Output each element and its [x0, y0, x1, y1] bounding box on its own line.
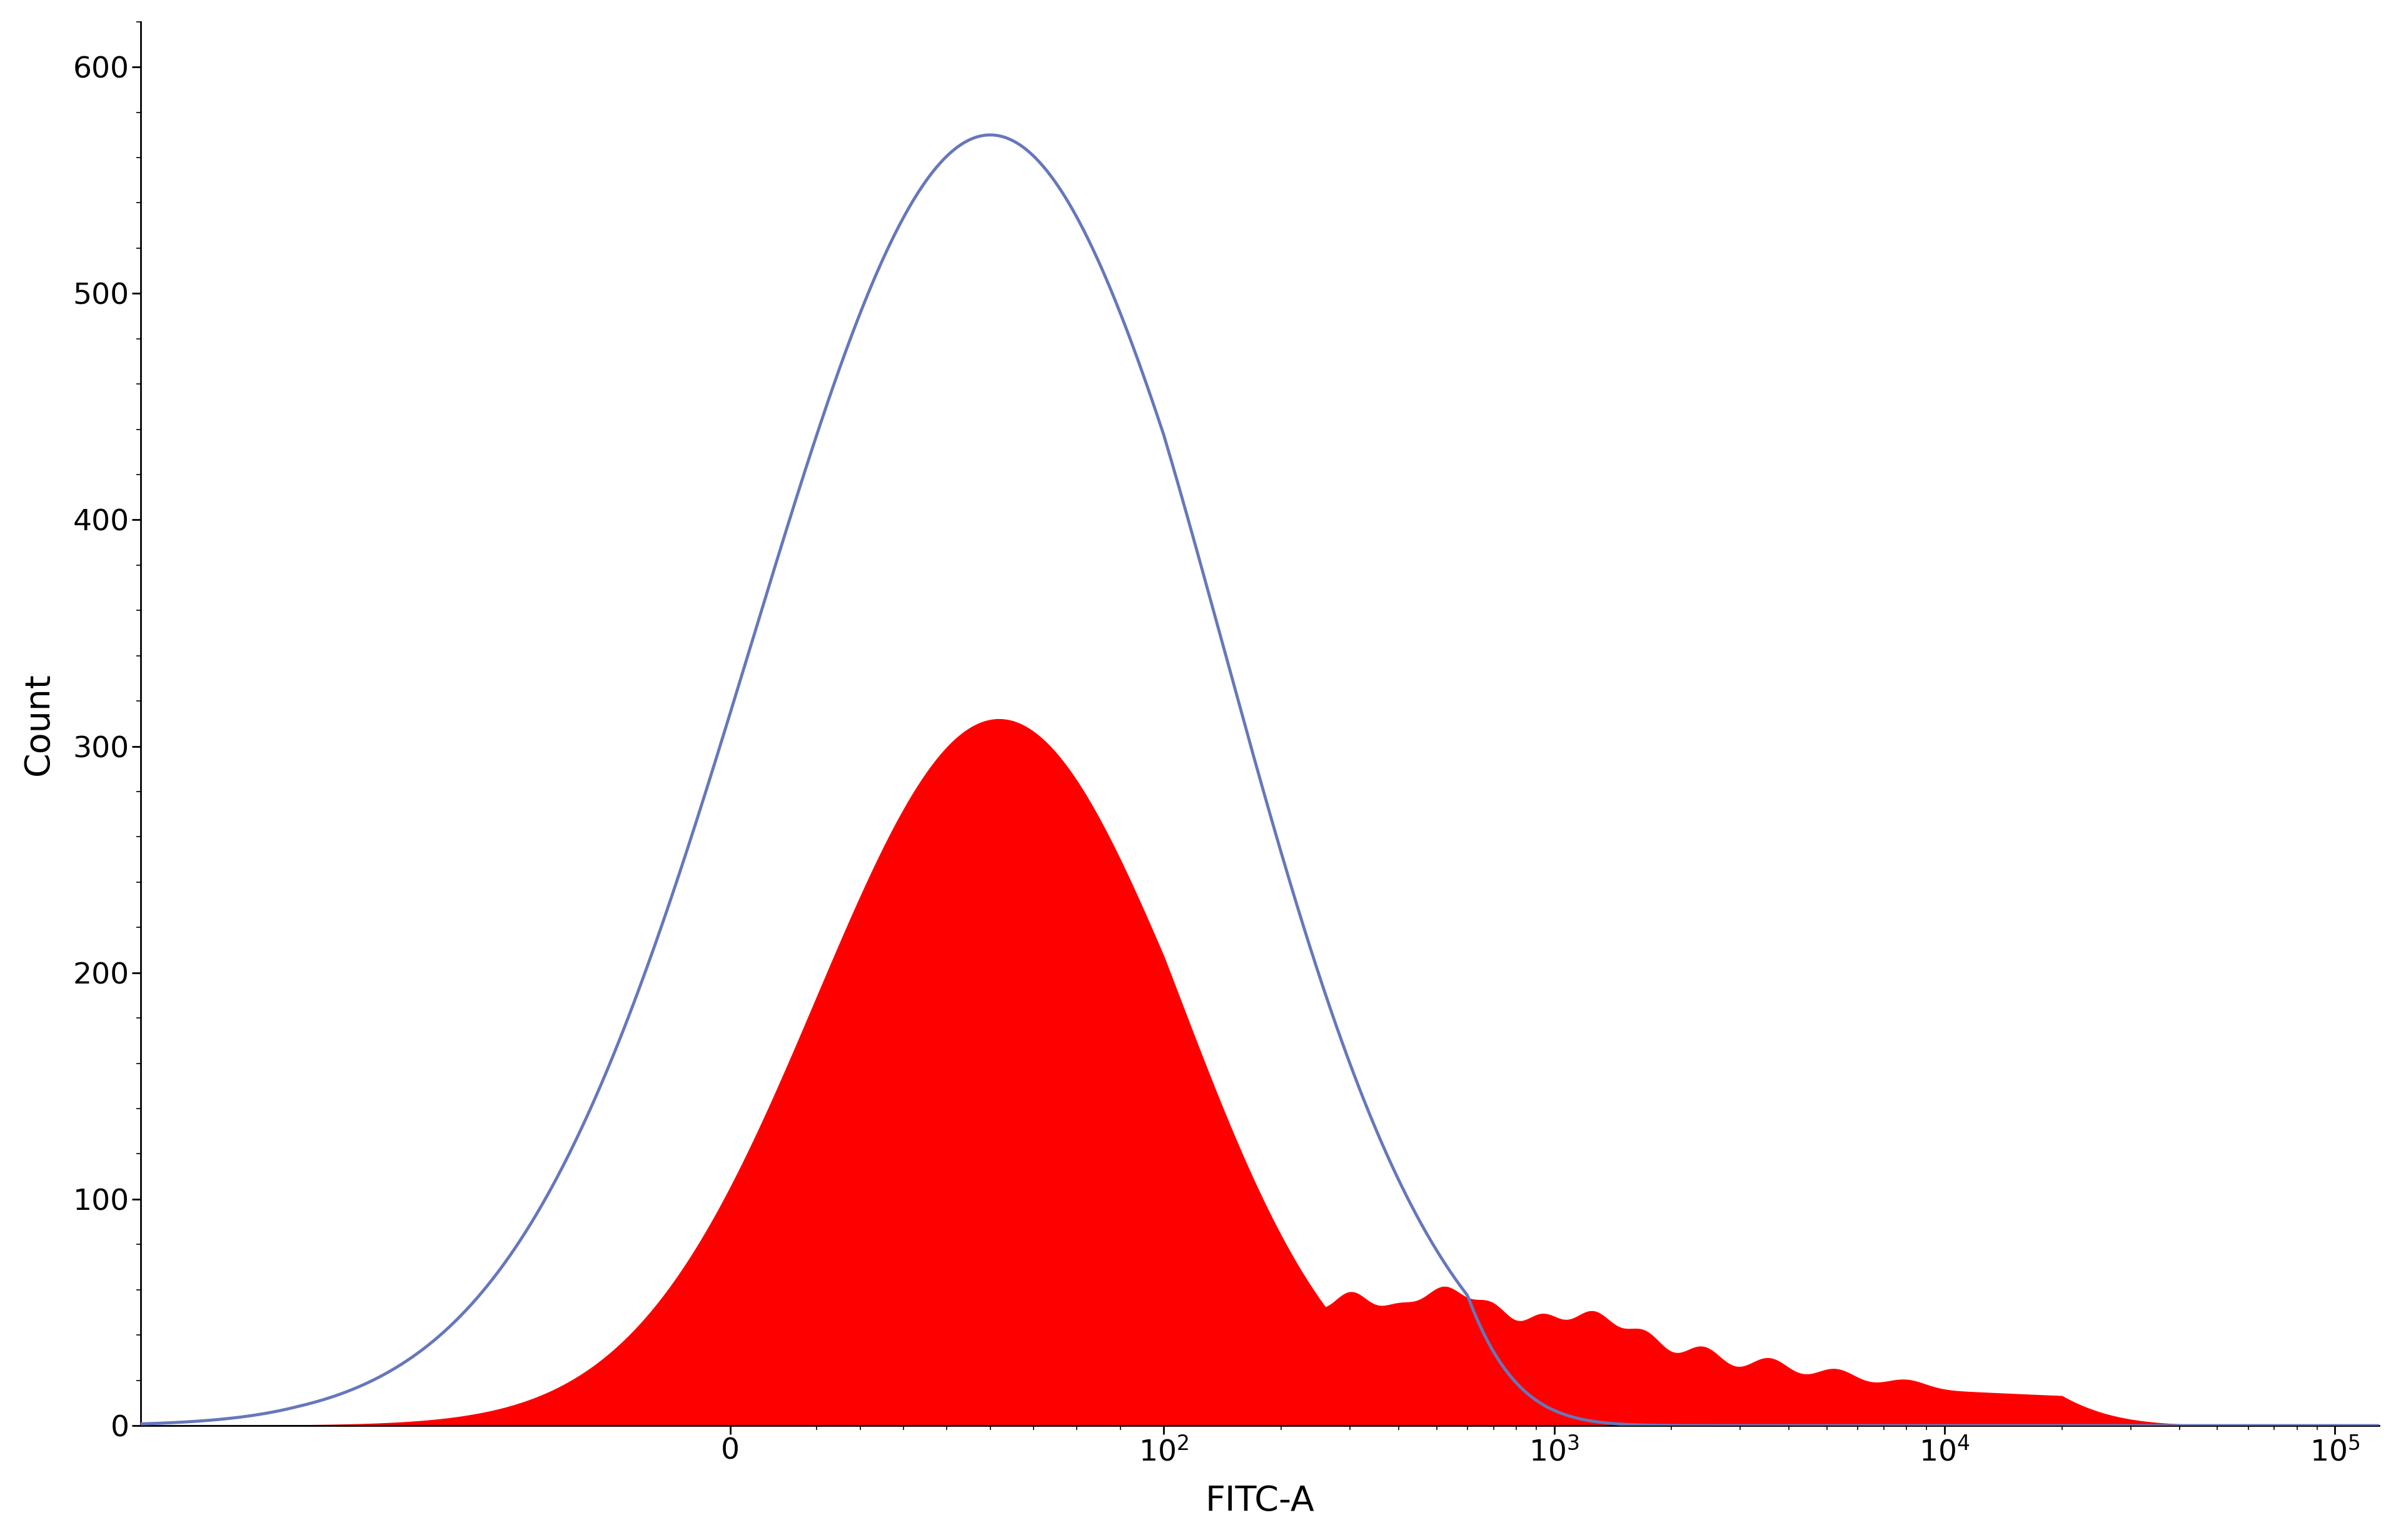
Y-axis label: Count: Count — [22, 671, 55, 775]
X-axis label: FITC-A: FITC-A — [1205, 1485, 1316, 1518]
